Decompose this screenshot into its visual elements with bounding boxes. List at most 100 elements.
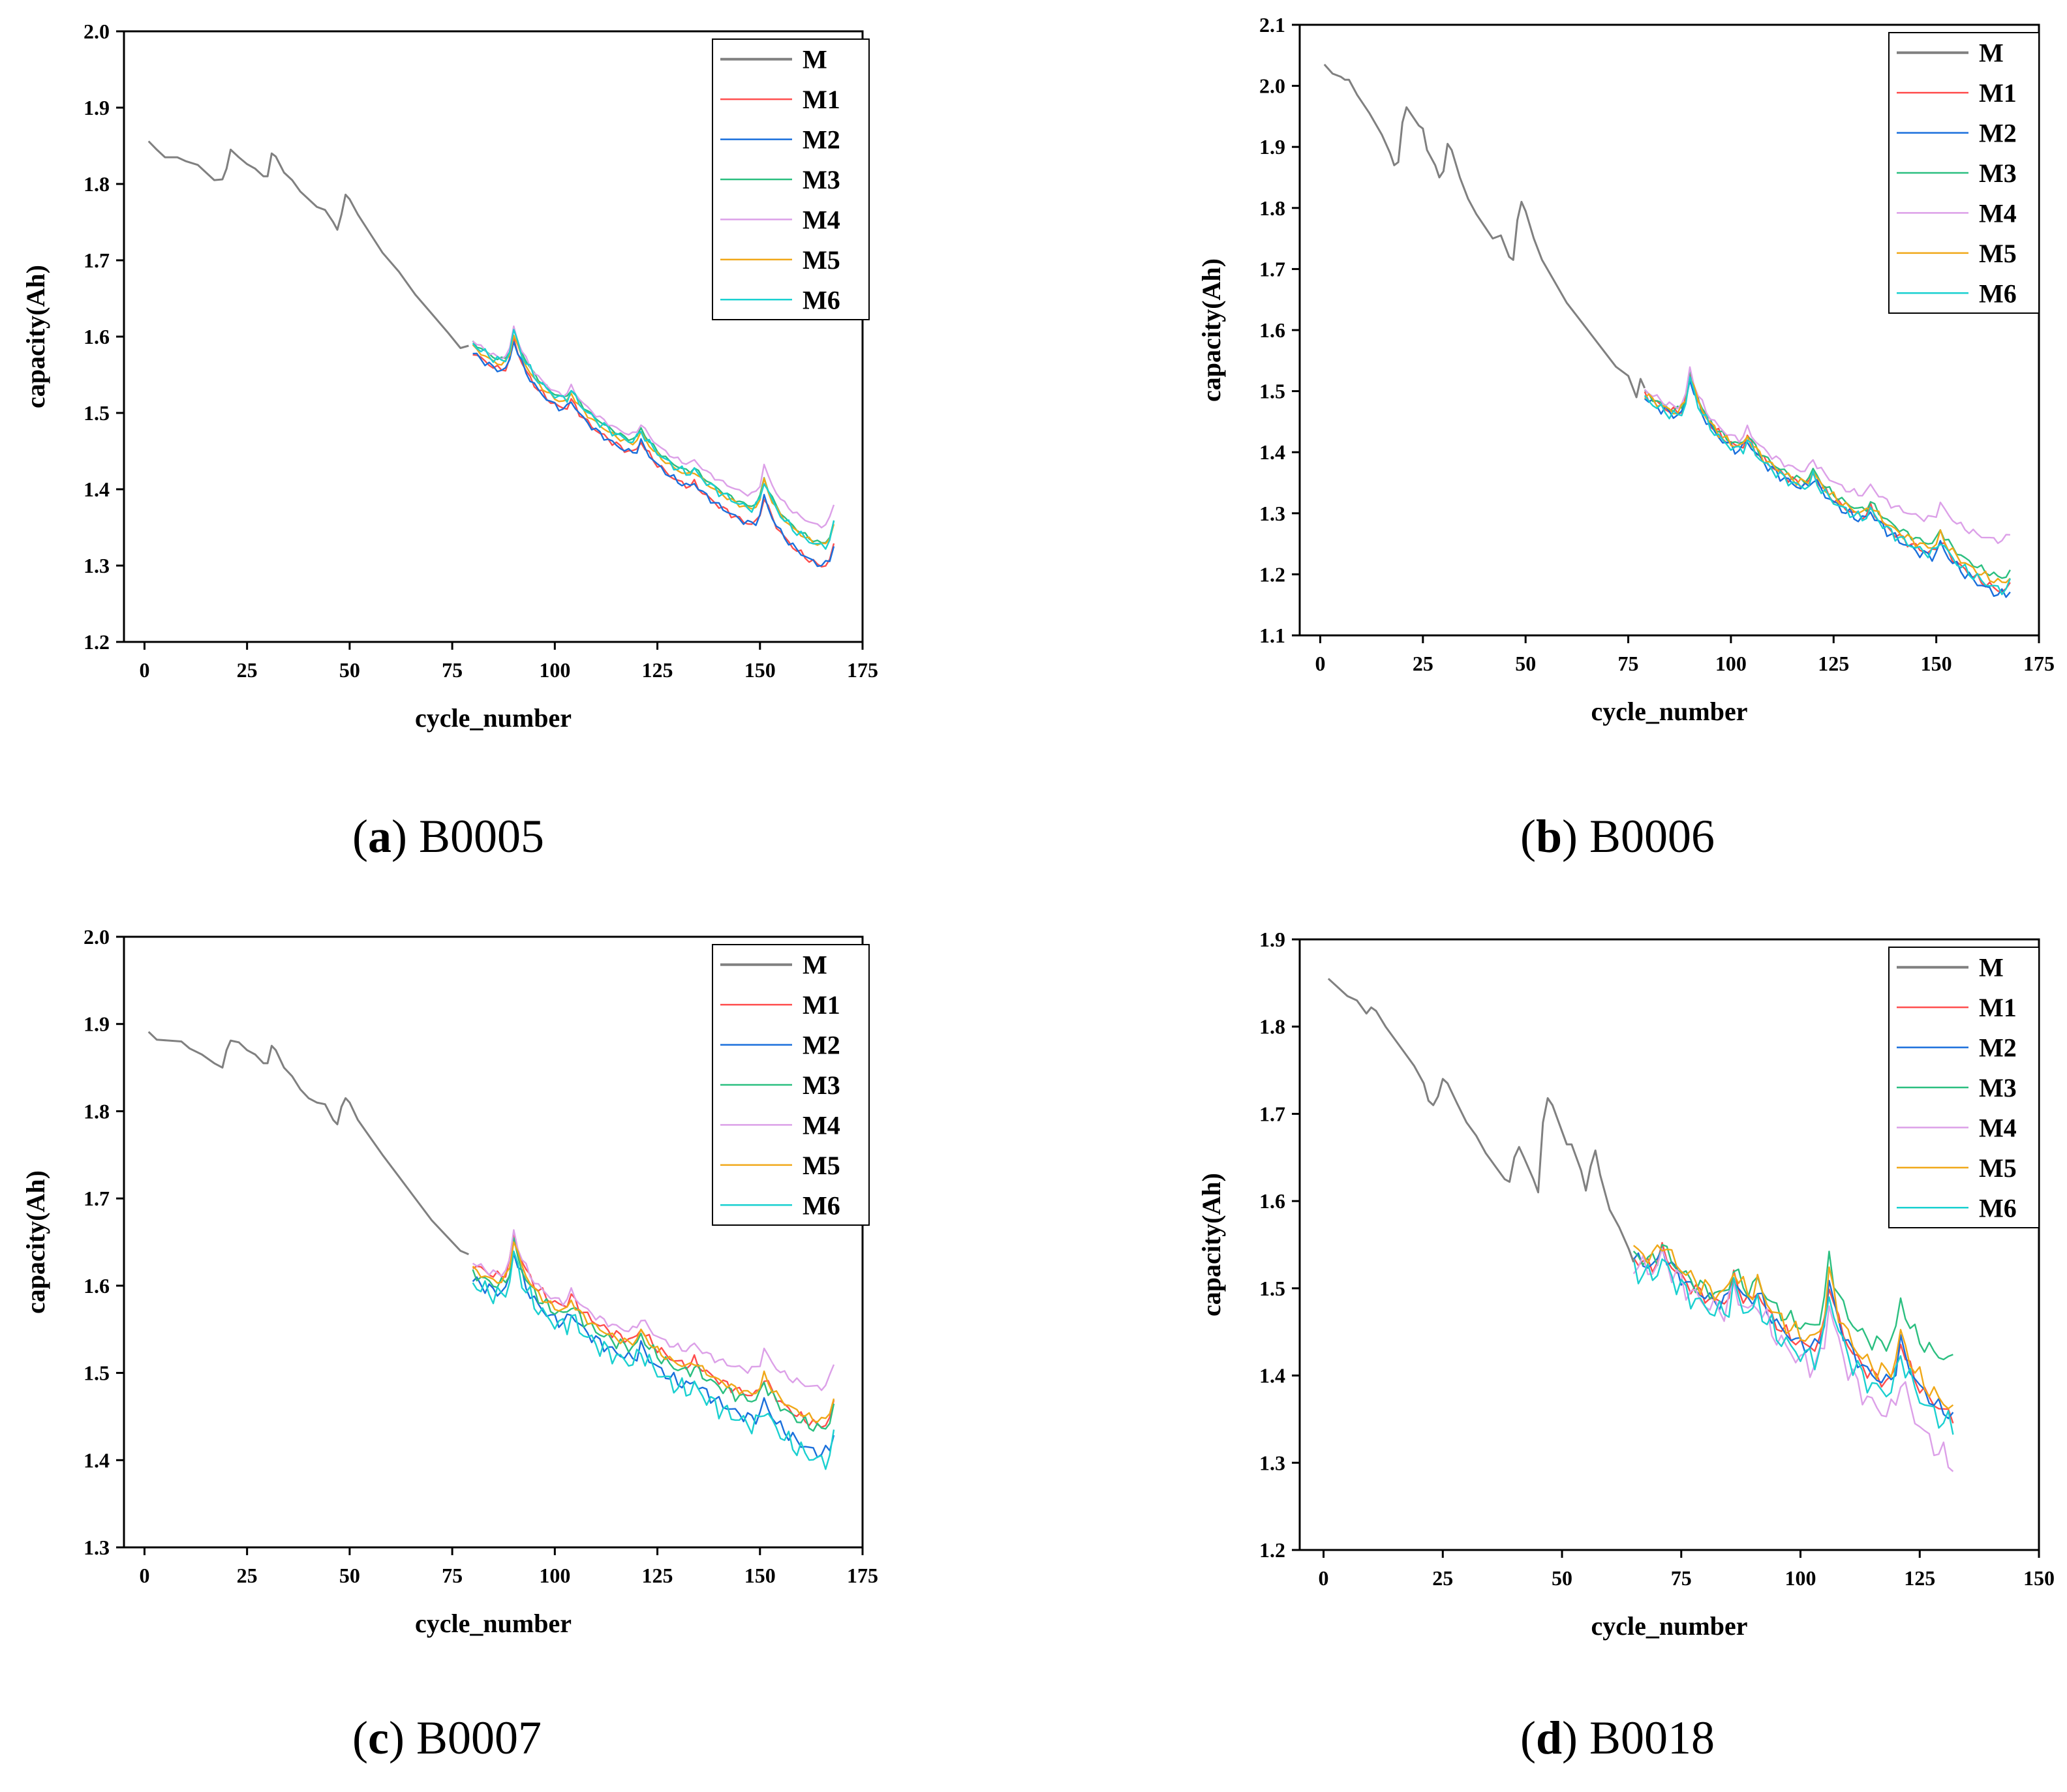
x-tick-label: 125 (642, 658, 673, 682)
x-tick-label: 50 (1552, 1566, 1572, 1590)
legend-label-m3: M3 (1979, 159, 2017, 188)
chart-panel-d-b0018: 0 25 50 75 100 125 150 1.2 1.3 1.4 1.5 1.6 1.7 1.8 1.9… (1197, 928, 2055, 1641)
y-tick-label: 1.4 (1259, 440, 1285, 464)
series-line-m2 (1644, 380, 2011, 598)
series-line-m4 (472, 1229, 835, 1391)
y-tick-label: 1.7 (1259, 257, 1285, 281)
legend-label-m: M (803, 950, 827, 980)
legend-label-m3: M3 (1979, 1073, 2017, 1102)
x-tick-label: 125 (1818, 652, 1849, 675)
caption-name: B0018 (1589, 1712, 1715, 1764)
y-axis-label: capacity(Ah) (1197, 258, 1226, 402)
y-tick-label: 1.1 (1259, 624, 1285, 647)
y-tick-label: 2.0 (84, 925, 110, 949)
x-tick-label: 75 (1618, 652, 1639, 675)
legend-label-m1: M1 (1979, 78, 2017, 108)
x-tick-label: 100 (1785, 1566, 1816, 1590)
y-tick-label: 1.9 (1259, 135, 1285, 159)
x-tick-label: 50 (339, 658, 360, 682)
legend-label-m6: M6 (803, 285, 840, 314)
y-tick-label: 1.6 (1259, 318, 1285, 342)
y-tick-label: 1.2 (1259, 562, 1285, 586)
caption-c: (c) B0007 (352, 1712, 542, 1764)
y-tick-label: 2.0 (1259, 74, 1285, 98)
legend-label-m5: M5 (803, 1151, 840, 1180)
plot-frame (123, 935, 864, 1549)
series-line-m5 (472, 1241, 835, 1423)
legend-label-m2: M2 (803, 1031, 840, 1060)
y-tick-label: 2.1 (1259, 13, 1285, 37)
y-tick-label: 2.0 (84, 20, 110, 43)
y-tick-label: 1.9 (84, 1012, 110, 1036)
legend-label-m4: M4 (803, 1110, 840, 1140)
legend-label-m1: M1 (803, 990, 840, 1020)
x-tick-label: 175 (847, 658, 878, 682)
caption-letter: b (1536, 810, 1562, 862)
series-line-m6 (1632, 1258, 1954, 1435)
y-axis-label: capacity(Ah) (1197, 1173, 1226, 1316)
y-tick-label: 1.3 (84, 1536, 110, 1559)
y-tick-label: 1.5 (84, 1361, 110, 1385)
series-line-m2 (1632, 1247, 1954, 1420)
series-line-m6 (472, 1250, 835, 1470)
caption-d: (d) B0018 (1520, 1712, 1715, 1764)
y-tick-label: 1.5 (1259, 1277, 1285, 1300)
x-tick-label: 0 (139, 1564, 149, 1587)
legend-label-m6: M6 (803, 1191, 840, 1220)
y-tick-label: 1.2 (1259, 1538, 1285, 1562)
legend-label-m2: M2 (1979, 1033, 2017, 1063)
x-tick-label: 125 (642, 1564, 673, 1587)
x-tick-label: 150 (744, 658, 776, 682)
legend-label-m3: M3 (803, 1071, 840, 1100)
caption-a: (a) B0005 (352, 810, 544, 862)
x-tick-label: 25 (1413, 652, 1433, 675)
x-tick-label: 100 (539, 1564, 570, 1587)
x-axis-label: cycle_number (1591, 697, 1748, 726)
series-line-m2 (472, 341, 835, 568)
series-line-m6 (472, 329, 835, 550)
x-axis-label: cycle_number (415, 703, 572, 733)
legend-label-m4: M4 (803, 205, 840, 234)
legend-label-m6: M6 (1979, 1193, 2017, 1223)
series-line-m4 (1644, 366, 2010, 544)
caption-letter: d (1536, 1712, 1562, 1764)
y-tick-label: 1.3 (1259, 1451, 1285, 1474)
x-tick-label: 100 (539, 658, 570, 682)
y-tick-label: 1.9 (84, 96, 110, 119)
legend-label-m4: M4 (1979, 198, 2017, 228)
legend-label-m5: M5 (1979, 239, 2017, 268)
series-line-m4 (1632, 1247, 1954, 1472)
legend-label-m2: M2 (1979, 119, 2017, 148)
x-tick-label: 150 (1921, 652, 1952, 675)
legend-label-m5: M5 (1979, 1153, 2017, 1183)
y-tick-label: 1.7 (84, 249, 110, 272)
legend: M M1 M2 M3 M4 M5 M6 (712, 38, 870, 320)
y-tick-label: 1.3 (84, 554, 110, 577)
series-line-m (147, 140, 469, 349)
legend-label-m4: M4 (1979, 1113, 2017, 1142)
series-line-m3 (1632, 1243, 1953, 1361)
y-tick-label: 1.2 (84, 630, 110, 654)
x-tick-label: 175 (847, 1564, 878, 1587)
x-tick-label: 100 (1715, 652, 1747, 675)
x-axis-label: cycle_number (1591, 1611, 1748, 1641)
x-tick-label: 175 (2023, 652, 2055, 675)
y-tick-label: 1.6 (84, 325, 110, 348)
caption-letter: c (368, 1712, 389, 1764)
y-tick-label: 1.6 (84, 1274, 110, 1298)
legend-label-m1: M1 (803, 85, 840, 114)
legend-label-m: M (1979, 953, 2004, 982)
caption-name: B0005 (419, 810, 544, 862)
x-tick-label: 25 (237, 1564, 258, 1587)
x-tick-label: 0 (139, 658, 149, 682)
legend-label-m3: M3 (803, 165, 840, 194)
caption-letter: a (368, 810, 391, 862)
y-tick-label: 1.8 (84, 1099, 110, 1123)
caption-name: B0007 (416, 1712, 542, 1764)
legend-label-m1: M1 (1979, 993, 2017, 1022)
plot-frame (1298, 938, 2040, 1551)
y-tick-label: 1.4 (84, 1448, 110, 1472)
x-tick-label: 125 (1904, 1566, 1935, 1590)
x-tick-label: 25 (237, 658, 258, 682)
